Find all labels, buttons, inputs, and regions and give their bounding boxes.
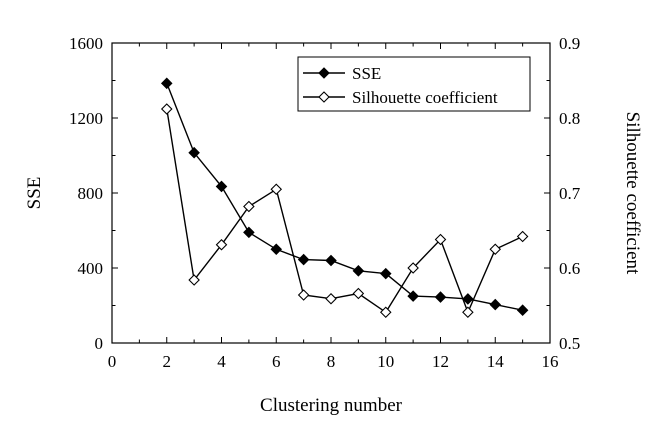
legend-marker-silhouette <box>318 91 330 103</box>
data-point-sse <box>489 298 502 311</box>
data-point-silhouette <box>325 292 337 305</box>
x-tick-label: 2 <box>163 352 172 371</box>
data-point-sse <box>352 265 365 277</box>
y2-tick-label: 0.5 <box>559 334 580 353</box>
y2-tick-label: 0.8 <box>559 109 580 128</box>
y-tick-label: 1600 <box>69 34 103 53</box>
x-tick-label: 0 <box>108 352 117 371</box>
legend-box <box>297 56 531 112</box>
legend-marker-sse <box>318 67 330 79</box>
data-point-silhouette <box>489 243 502 256</box>
data-point-silhouette <box>215 238 228 251</box>
y-tick-label: 400 <box>78 259 104 278</box>
data-point-sse <box>516 304 529 316</box>
data-point-silhouette <box>379 306 392 319</box>
data-point-silhouette <box>434 233 447 246</box>
y2-axis-title: Silhouette coefficient <box>622 112 643 275</box>
data-point-silhouette <box>297 289 310 301</box>
legend-label-sse: SSE <box>352 64 381 83</box>
data-point-sse <box>270 243 283 256</box>
y-tick-label: 800 <box>78 184 104 203</box>
data-point-sse <box>297 253 310 266</box>
data-point-sse <box>160 77 173 90</box>
series-layer <box>160 77 529 319</box>
y2-tick-label: 0.9 <box>559 34 580 53</box>
data-point-silhouette <box>270 183 283 196</box>
data-point-silhouette <box>188 274 200 286</box>
data-point-silhouette <box>160 103 173 115</box>
y-tick-label: 1200 <box>69 109 103 128</box>
x-tick-label: 14 <box>487 352 505 371</box>
x-tick-label: 16 <box>542 352 559 371</box>
x-tick-label: 8 <box>327 352 336 371</box>
x-tick-label: 4 <box>217 352 226 371</box>
data-point-sse <box>188 146 200 159</box>
data-point-sse <box>325 254 337 267</box>
data-point-sse <box>434 291 447 303</box>
y-axis-title: SSE <box>24 177 45 210</box>
legend-label-silhouette: Silhouette coefficient <box>352 88 498 107</box>
data-point-silhouette <box>243 200 255 213</box>
data-point-sse <box>407 290 419 302</box>
data-point-sse <box>379 267 392 280</box>
data-point-sse <box>243 226 255 239</box>
legend: SSE Silhouette coefficient <box>297 56 531 112</box>
data-point-sse <box>462 293 474 305</box>
x-tick-label: 12 <box>432 352 449 371</box>
series-line-silhouette <box>166 108 523 315</box>
ticks-layer: 0 2 4 6 8 10 12 14 16 0 400 800 1200 1600 0.5 0.6 0.7 0.8… <box>69 34 581 371</box>
x-tick-label: 10 <box>377 352 394 371</box>
y2-tick-label: 0.7 <box>559 184 581 203</box>
data-point-silhouette <box>516 230 529 243</box>
series-line-sse <box>166 83 523 311</box>
y2-tick-label: 0.6 <box>559 259 580 278</box>
x-tick-label: 6 <box>272 352 281 371</box>
y-tick-label: 0 <box>95 334 104 353</box>
data-point-silhouette <box>407 262 419 274</box>
data-point-silhouette <box>352 287 365 300</box>
x-axis-title: Clustering number <box>260 395 403 416</box>
data-point-silhouette <box>462 306 474 319</box>
data-point-sse <box>215 180 228 193</box>
